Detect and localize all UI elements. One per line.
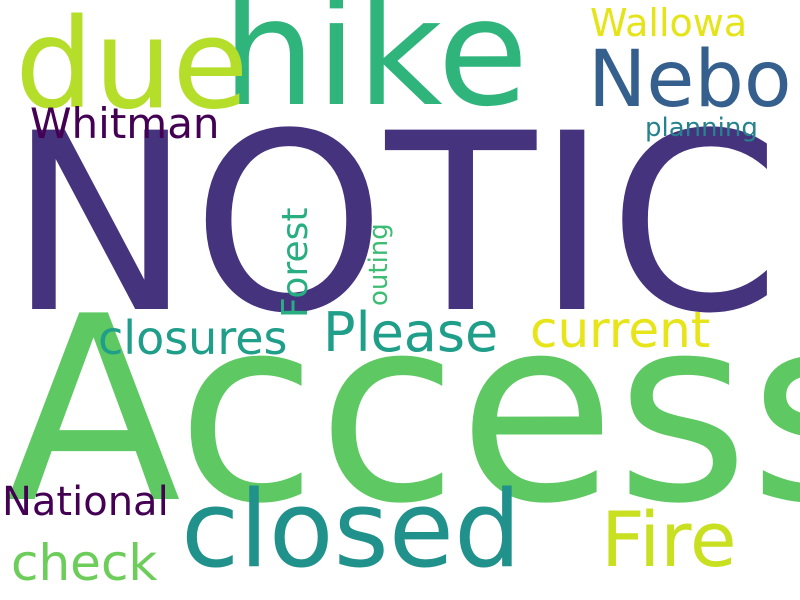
word-forest: Forest: [275, 207, 316, 318]
word-national: National: [2, 479, 169, 525]
word-fire: Fire: [601, 495, 737, 584]
word-hike: hike: [222, 0, 529, 139]
word-due: due: [15, 0, 249, 137]
word-nebo: Nebo: [588, 35, 792, 125]
word-access: Access: [6, 262, 800, 560]
word-whitman: Whitman: [30, 99, 220, 148]
word-closed: closed: [181, 468, 522, 591]
word-check: check: [11, 534, 158, 592]
word-closures: closures: [98, 311, 288, 365]
word-notice: NOTICE: [8, 82, 800, 368]
word-please: Please: [323, 301, 499, 364]
word-planning: planning: [645, 113, 758, 143]
word-wallowa: Wallowa: [590, 1, 748, 45]
word-current: current: [530, 301, 711, 359]
word-outing: outing: [364, 223, 394, 306]
